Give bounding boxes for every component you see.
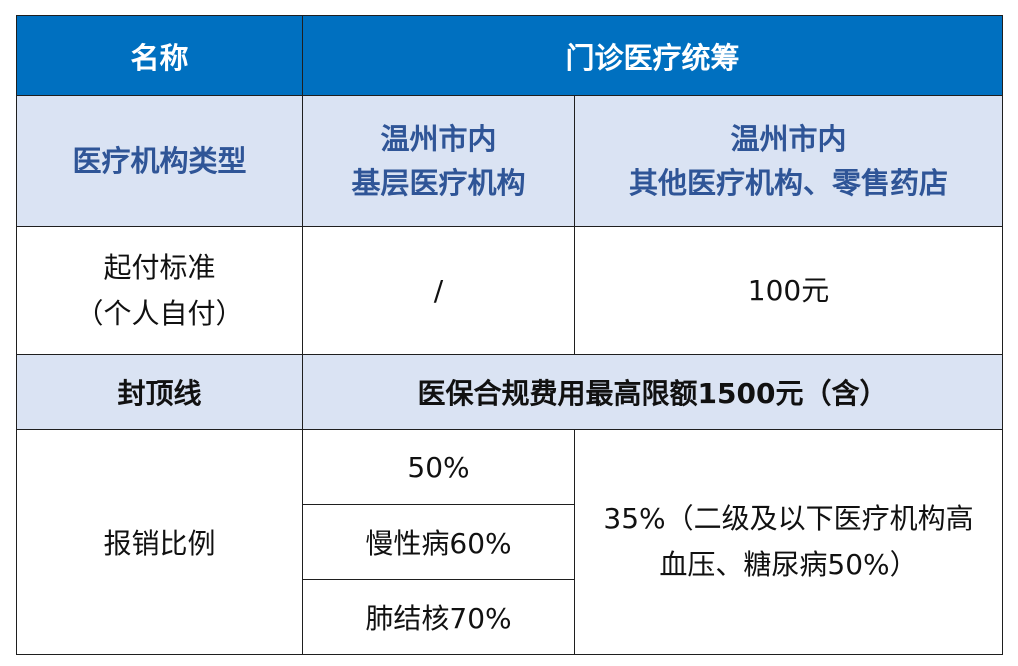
institution-col2-line1: 温州市内 (730, 122, 847, 156)
cap-value: 医保合规费用最高限额1500元（含） (301, 354, 1004, 430)
cap-label: 封顶线 (16, 354, 303, 430)
reimbursement-row-3: 肺结核70% (17, 579, 1003, 655)
reimbursement-row-2: 慢性病60% (17, 504, 1003, 580)
institution-col1-line1: 温州市内 (380, 122, 497, 156)
reimbursement-chronic: 慢性病60% (302, 504, 575, 580)
deductible-col2: 100元 (573, 226, 1004, 355)
institution-col1-line2: 基层医疗机构 (351, 166, 526, 200)
reimbursement-other: 35%（二级及以下医疗机构高 血压、糖尿病50%） (573, 429, 1004, 655)
reimbursement-label: 报销比例 (16, 429, 303, 655)
header-category-cell: 门诊医疗统筹 (301, 15, 1004, 96)
reimbursement-general: 50% (302, 429, 575, 505)
institution-type-row: 医疗机构类型 温州市内 基层医疗机构 温州市内 其他医疗机构、零售药店 (16, 95, 1004, 227)
medical-coverage-table: 名称 门诊医疗统筹 医疗机构类型 温州市内 基层医疗机构 温州市内 其他医疗机构… (16, 15, 1004, 655)
reimbursement-other-line2: 血压、糖尿病50%） (659, 548, 918, 581)
reimbursement-tuberculosis: 肺结核70% (302, 579, 575, 655)
reimbursement-row-1: 报销比例 50% 35%（二级及以下医疗机构高 血压、糖尿病50%） (16, 429, 1004, 655)
institution-col2-line2: 其他医疗机构、零售药店 (629, 166, 949, 200)
header-name-cell: 名称 (16, 15, 303, 96)
cap-row: 封顶线 医保合规费用最高限额1500元（含） (16, 354, 1004, 430)
deductible-label-line2: （个人自付） (75, 296, 244, 330)
institution-col2: 温州市内 其他医疗机构、零售药店 (573, 95, 1004, 227)
institution-col1: 温州市内 基层医疗机构 (302, 95, 575, 227)
institution-type-label: 医疗机构类型 (16, 95, 303, 227)
deductible-label: 起付标准 （个人自付） (16, 226, 303, 355)
deductible-row: 起付标准 （个人自付） / 100元 (16, 226, 1004, 355)
header-row: 名称 门诊医疗统筹 (16, 15, 1004, 96)
deductible-label-line1: 起付标准 (103, 250, 216, 284)
reimbursement-other-line1: 35%（二级及以下医疗机构高 (603, 502, 974, 535)
deductible-col1: / (302, 226, 575, 355)
